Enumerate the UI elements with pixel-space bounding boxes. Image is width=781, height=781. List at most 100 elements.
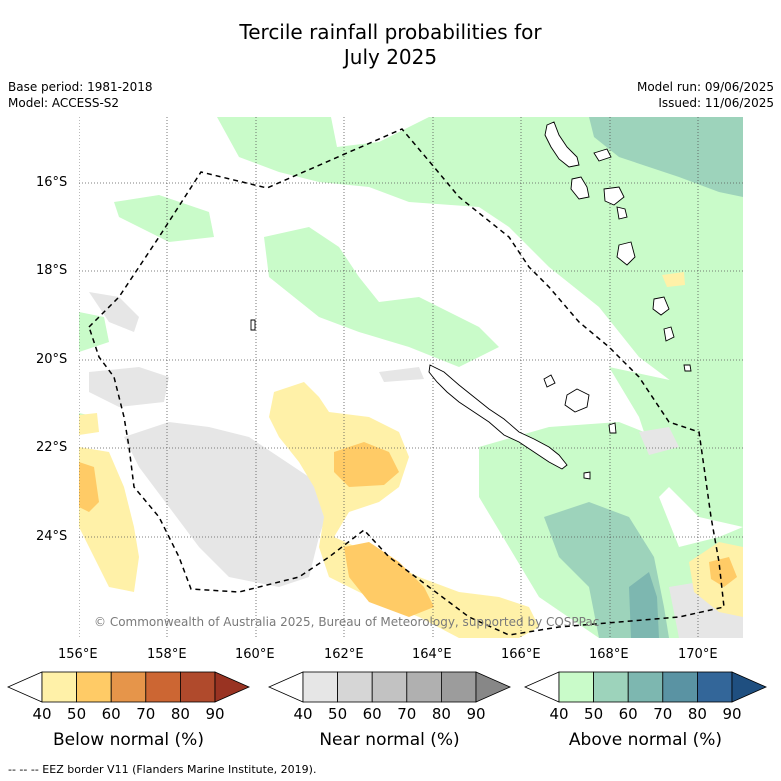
- near-region-southwest: [124, 422, 329, 587]
- colorbar-tick: 50: [67, 705, 87, 723]
- colorbar-tick: 70: [136, 705, 156, 723]
- model-run: Model run: 09/06/2025: [636, 80, 774, 94]
- lon-tick-164: 164°E: [412, 647, 452, 662]
- colorbar-tick: 80: [687, 705, 707, 723]
- small-island-far-east: [683, 364, 692, 372]
- colorbar-triangle-high: [475, 671, 511, 703]
- colorbar-segment: [179, 671, 216, 703]
- isle-of-pines: [583, 471, 591, 480]
- colorbar-tick: 80: [431, 705, 451, 723]
- colorbars: [7, 671, 767, 703]
- colorbar-above-normal: [524, 671, 767, 703]
- lon-tick-166: 166°E: [501, 647, 541, 662]
- forecast-map: © Commonwealth of Australia 2025, Bureau…: [79, 117, 743, 638]
- colorbar-triangle-low: [524, 671, 560, 703]
- colorbar-segment: [558, 671, 594, 703]
- vanuatu-erromango: [616, 241, 636, 266]
- vanuatu-espiritu-santo: [544, 121, 580, 168]
- colorbar-segment: [371, 671, 408, 703]
- below50-southeast: [709, 557, 737, 587]
- eez-border: [88, 128, 725, 636]
- new-caledonia-island: [428, 364, 568, 470]
- colorbar-tick: 60: [101, 705, 121, 723]
- colorbar-tick: 90: [205, 705, 225, 723]
- above60-south: [629, 572, 659, 638]
- colorbar-label-near: Near normal (%): [319, 730, 460, 750]
- above-region-northwest: [114, 195, 214, 242]
- lon-tick-168: 168°E: [589, 647, 629, 662]
- base-period: Base period: 1981-2018: [8, 80, 153, 94]
- loyalty-island-2: [543, 374, 556, 388]
- below50-center: [334, 442, 399, 487]
- loyalty-island-3: [608, 422, 617, 434]
- near-region-center: [379, 367, 424, 382]
- colorbar-triangle-low: [7, 671, 43, 703]
- page-title-line2: July 2025: [343, 45, 438, 69]
- colorbar-segment: [662, 671, 698, 703]
- colorbar-segment: [697, 671, 733, 703]
- lon-tick-158: 158°E: [147, 647, 187, 662]
- colorbar-segment: [440, 671, 477, 703]
- vanuatu-efate: [603, 186, 625, 206]
- lon-tick-162: 162°E: [324, 647, 364, 662]
- below50-west: [79, 462, 99, 512]
- below-normal-50-regions: [79, 442, 737, 617]
- lon-tick-170: 170°E: [678, 647, 718, 662]
- colorbar-label-above: Above normal (%): [568, 730, 723, 750]
- below-region-small-east: [662, 272, 685, 287]
- colorbar-segment: [406, 671, 442, 703]
- colorbar-tick: 90: [722, 705, 742, 723]
- colorbar-segment: [302, 671, 338, 703]
- colorbar-tick: 50: [584, 705, 604, 723]
- vanuatu-small-2: [616, 206, 628, 220]
- vanuatu-tanna: [652, 296, 670, 316]
- colorbar-triangle-high: [214, 671, 250, 703]
- colorbar-tick: 40: [293, 705, 313, 723]
- colorbar-tick: 40: [549, 705, 569, 723]
- below-region-center: [269, 382, 539, 638]
- lat-tick-16: 16°S: [36, 175, 68, 190]
- below50-south: [344, 542, 434, 617]
- loyalty-island-1: [564, 388, 590, 413]
- colorbar-near-normal: [268, 671, 511, 703]
- colorbar-segment: [41, 671, 77, 703]
- near-region-topwest: [89, 292, 139, 332]
- colorbar-tick: 50: [328, 705, 348, 723]
- lat-tick-18: 18°S: [36, 263, 68, 278]
- colorbar-triangle-high: [731, 671, 767, 703]
- vanuatu-malekula: [570, 176, 590, 200]
- lat-tick-24: 24°S: [36, 529, 68, 544]
- colorbar-below-normal: [7, 671, 250, 703]
- lon-tick-160: 160°E: [235, 647, 275, 662]
- colorbar-tick: 90: [466, 705, 486, 723]
- colorbar-segment: [337, 671, 373, 703]
- colorbar-segment: [110, 671, 147, 703]
- colorbar-tick: 60: [618, 705, 638, 723]
- small-island-east: [663, 326, 675, 342]
- colorbar-tick: 70: [653, 705, 673, 723]
- eez-legend: -- -- -- EEZ border V11 (Flanders Marine…: [8, 763, 317, 776]
- colorbar-tick: 60: [362, 705, 382, 723]
- issued-date: Issued: 11/06/2025: [658, 96, 774, 110]
- above50-northeast: [589, 117, 743, 197]
- model-name: Model: ACCESS-S2: [8, 96, 120, 110]
- coastlines: [250, 121, 692, 480]
- above-region-center: [264, 227, 499, 367]
- lat-tick-22: 22°S: [36, 440, 68, 455]
- above-region-west: [79, 312, 109, 352]
- colorbar-triangle-low: [268, 671, 304, 703]
- vanuatu-small-1: [593, 148, 612, 162]
- colorbar-segment: [593, 671, 629, 703]
- colorbar-segment: [145, 671, 181, 703]
- colorbar-segment: [76, 671, 112, 703]
- lat-tick-20: 20°S: [36, 352, 68, 367]
- copyright-text: © Commonwealth of Australia 2025, Bureau…: [94, 615, 599, 629]
- page-title-line1: Tercile rainfall probabilities for: [239, 20, 542, 44]
- colorbar-tick: 70: [397, 705, 417, 723]
- colorbar-tick: 80: [170, 705, 190, 723]
- near-region-west: [89, 367, 169, 407]
- small-island-west: [250, 319, 256, 331]
- colorbar-segment: [627, 671, 664, 703]
- colorbar-tick: 40: [32, 705, 52, 723]
- lon-tick-156: 156°E: [58, 647, 98, 662]
